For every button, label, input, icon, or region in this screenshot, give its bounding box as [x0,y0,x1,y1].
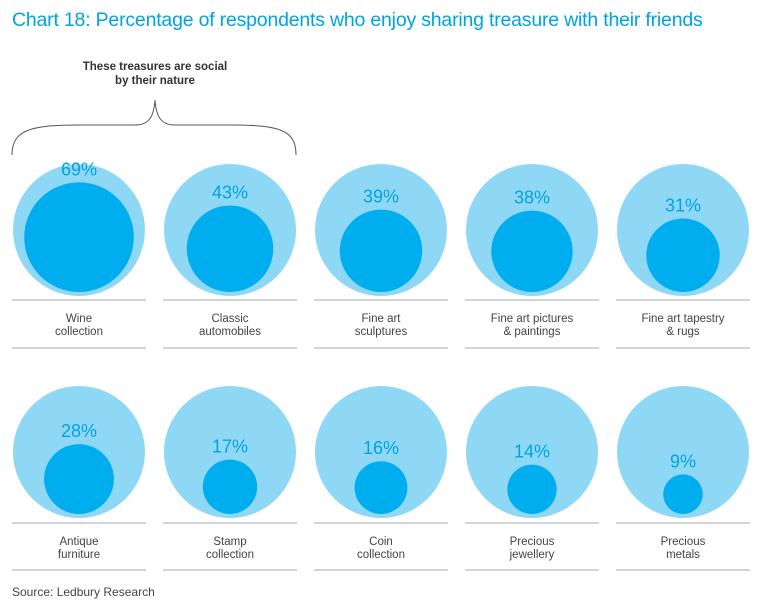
value-label: 14% [514,442,550,462]
category-label: & rugs [666,326,699,338]
value-label: 69% [61,159,97,179]
category-label: & paintings [504,326,561,338]
category-label: Fine art pictures [491,313,574,325]
value-label: 9% [670,451,696,471]
value-label: 17% [212,437,248,457]
value-circle [663,474,703,514]
annotation-line-2: by their nature [115,75,195,87]
category-label: Fine art [362,313,402,325]
outer-circle [315,386,447,518]
category-label: Antique [59,536,98,548]
category-label: jewellery [509,549,555,561]
annotation-line-1: These treasures are social [82,61,228,73]
bracket [11,99,297,156]
value-label: 38% [514,188,550,208]
category-label: collection [357,549,405,561]
value-circle [44,444,114,514]
value-circle [186,205,274,292]
category-label: metals [666,549,700,561]
outer-circle [164,386,296,518]
category-label: Coin [369,536,393,548]
value-label: 39% [363,187,399,207]
category-label: sculptures [355,326,408,338]
category-label: collection [55,326,103,338]
category-label: Precious [661,536,706,548]
value-label: 31% [665,196,701,216]
value-circle [646,218,720,292]
value-label: 43% [212,182,248,202]
value-circle [491,210,573,292]
value-circle [202,459,258,514]
value-circle [339,209,423,292]
chart-title: Chart 18: Percentage of respondents who … [12,9,703,31]
category-label: automobiles [199,326,261,338]
bracket-annotation: These treasures are social by their natu… [40,60,270,88]
value-circle [24,182,134,292]
outer-circle [466,386,598,518]
category-label: Classic [211,313,248,325]
category-label: furniture [58,549,100,561]
value-label: 16% [363,438,399,458]
category-label: collection [206,549,254,561]
category-label: Fine art tapestry [641,313,724,325]
category-label: Stamp [213,536,246,548]
value-label: 28% [61,421,97,441]
category-label: Precious [510,536,555,548]
outer-circle [617,386,749,518]
category-label: Wine [66,313,92,325]
value-circle [354,461,408,514]
value-circle [507,464,557,514]
source-note: Source: Ledbury Research [12,585,155,599]
